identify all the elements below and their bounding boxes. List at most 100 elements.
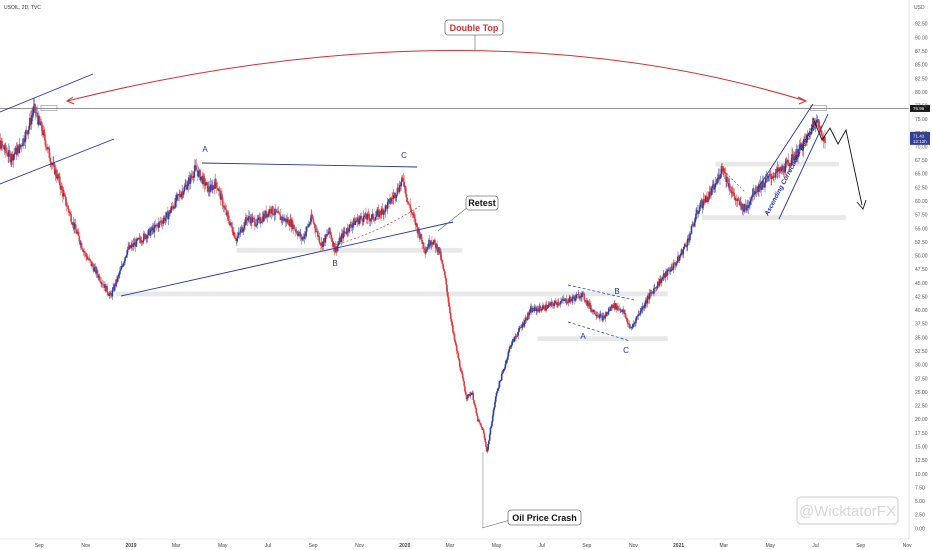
price-tick-label: 32.50 [915,349,928,355]
price-tick-label: 80.00 [915,90,928,96]
candle-body [330,234,333,240]
candle-body [710,187,713,195]
candle-body [818,126,820,128]
candle-body [716,182,718,183]
candle-body [407,202,410,205]
candle-body [648,293,651,300]
candle-body [233,232,236,238]
candle-body [35,112,37,114]
candle-body [593,310,596,315]
zone-band [715,161,839,167]
time-tick-label: Nov [81,543,90,549]
last-badge-bg [910,131,930,145]
candle-body [794,155,797,160]
candle-body [523,323,525,326]
candle-body [492,410,495,416]
price-axis[interactable]: 0.00 2.50 5.00 7.50 10.00 12.50 15.00 17.50 20.0… [915,22,928,533]
candle-body [582,292,585,294]
candle-body [773,175,775,177]
candle-body [486,449,489,452]
price-tick-label: 17.50 [915,431,928,437]
candle-body [551,302,553,303]
time-tick-label: Mar [172,543,181,549]
support-resistance-zones [116,161,846,342]
candle-body [611,304,614,308]
candle-body [594,314,597,315]
candle-body [747,206,750,208]
candle-body [221,193,223,198]
candle-body [422,242,425,249]
candle-body [444,275,447,279]
candle-body [119,271,121,275]
price-tick-label: 20.00 [915,417,928,423]
candle-body [64,194,66,197]
candle-body [283,219,285,221]
candle-body [764,183,766,188]
candle-body [23,138,25,143]
candle-body [218,189,221,191]
candle-body [311,217,314,220]
candle-body [713,187,716,190]
candles [0,98,826,454]
candle-body [146,235,149,239]
candle-body [434,239,436,244]
candle-body [50,161,52,165]
candle-body [788,164,791,166]
candle-body [401,177,404,179]
candle-body [337,244,339,246]
candle-body [74,223,77,230]
candle-body [395,194,398,197]
candle-body [609,307,612,311]
candle-body [391,197,393,199]
candle-body [405,194,408,198]
candle-body [674,262,676,265]
candle-body [125,256,127,258]
candle-body [683,246,685,250]
candle-body [489,428,492,435]
candle-body [195,165,198,170]
candle-body [350,223,352,227]
candle-body [507,351,510,357]
time-tick-label: Sep [856,543,865,549]
candle-body [75,229,78,234]
time-tick-label: Nov [903,543,912,549]
candle-body [36,112,39,119]
candle-body [679,255,682,257]
candle-body [208,186,210,192]
time-axis[interactable]: Sep Nov 2019 Mar May Jul Sep Nov 2020 Mar May Jul Se… [35,543,912,549]
candle-body [726,177,729,184]
candle-body [469,394,471,396]
candle-body [269,208,272,213]
candle-body [143,233,146,235]
candle-body [644,304,646,307]
candle-body [389,198,391,204]
candle-body [410,212,413,213]
candle-body [785,161,787,164]
candle-body [485,446,488,452]
candle-body [179,193,181,196]
time-tick-label: Jul [265,543,271,549]
candle-body [790,163,793,166]
candle-body [740,201,742,205]
candle-body [338,242,340,245]
candle-body [404,186,407,195]
candle-body [487,444,489,450]
candle-body [428,240,431,246]
channel-lower-2021 [778,113,829,220]
candle-body [189,175,192,184]
retest-callout: Retest [468,198,496,208]
candle-body [41,122,43,131]
price-tick-label: 85.00 [915,63,928,69]
candle-body [301,239,303,240]
candle-body [806,135,808,143]
candle-body [411,212,414,215]
candle-body [48,148,51,158]
price-tick-label: 30.00 [915,363,928,369]
candle-body [513,336,516,342]
candle-body [426,246,429,250]
candle-body [466,398,468,399]
candle-body [551,302,554,305]
candle-body [802,141,805,151]
candle-body [65,204,68,207]
candle-body [605,312,608,316]
